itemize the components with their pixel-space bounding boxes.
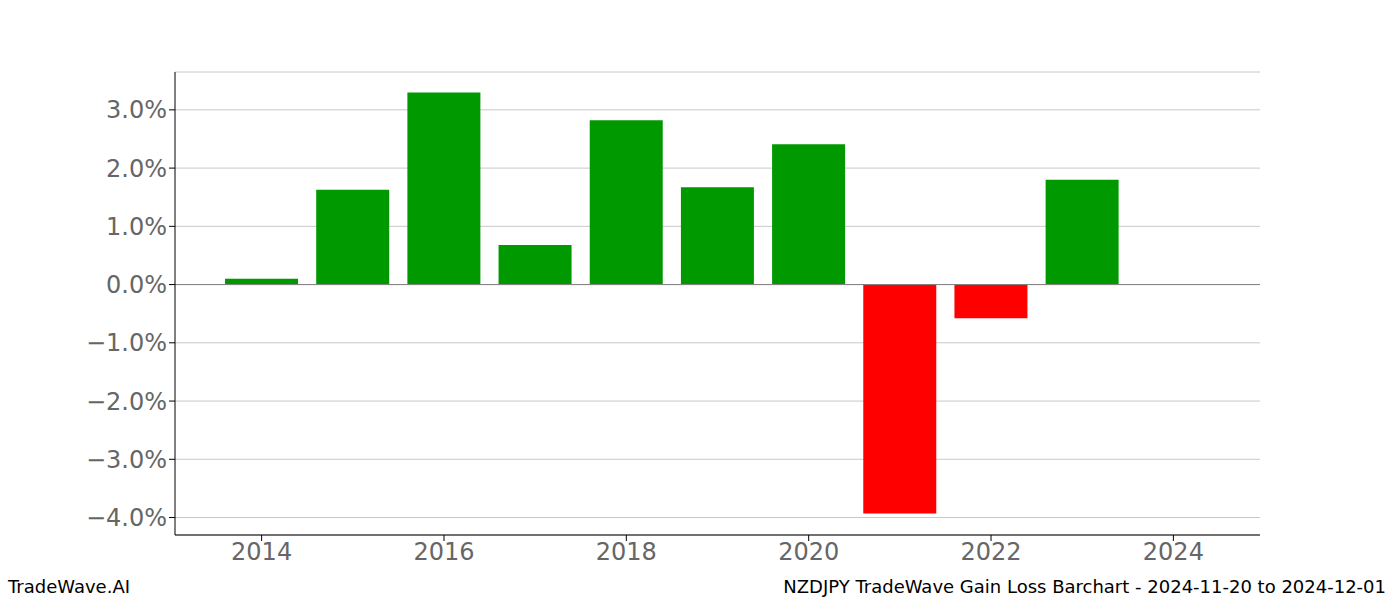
- svg-text:2024: 2024: [1143, 538, 1204, 566]
- svg-text:−4.0%: −4.0%: [86, 504, 167, 532]
- svg-text:2022: 2022: [960, 538, 1021, 566]
- svg-text:−2.0%: −2.0%: [86, 388, 167, 416]
- html-text:TradeWave.AI: TradeWave.AI: [8, 576, 130, 597]
- svg-text:−3.0%: −3.0%: [86, 446, 167, 474]
- svg-text:1.0%: 1.0%: [106, 213, 167, 241]
- svg-text:2.0%: 2.0%: [106, 155, 167, 183]
- svg-text:3.0%: 3.0%: [106, 96, 167, 124]
- svg-text:2020: 2020: [778, 538, 839, 566]
- html-text:NZDJPY TradeWave Gain Loss Bar: NZDJPY TradeWave Gain Loss Barchart - 20…: [783, 576, 1386, 597]
- svg-text:0.0%: 0.0%: [106, 271, 167, 299]
- svg-text:2018: 2018: [596, 538, 657, 566]
- svg-text:2016: 2016: [413, 538, 474, 566]
- svg-text:−1.0%: −1.0%: [86, 329, 167, 357]
- svg-text:2014: 2014: [231, 538, 292, 566]
